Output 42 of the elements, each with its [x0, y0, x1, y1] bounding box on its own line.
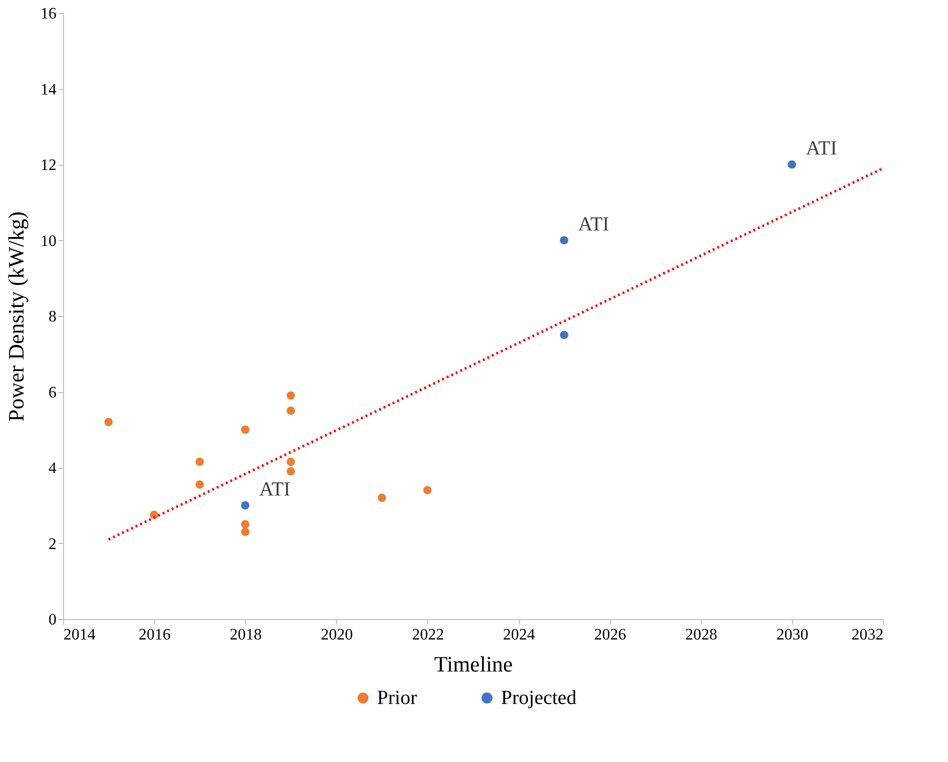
annotation: ATI — [578, 213, 610, 236]
annotation: ATI — [806, 138, 837, 160]
y-tick-label: 14 — [40, 81, 56, 98]
x-tick-label: 2014 — [64, 626, 96, 644]
point — [286, 458, 295, 466]
legend-label: Projected — [501, 687, 577, 709]
x-tick-label: 2030 — [776, 626, 808, 644]
point — [195, 458, 204, 466]
x-tick-label: 2018 — [230, 626, 262, 644]
y-tick-label: 0 — [48, 612, 56, 628]
point — [560, 236, 568, 244]
x-axis-title: Timeline — [434, 652, 513, 676]
x-tick-label: 2028 — [685, 626, 718, 644]
point — [241, 520, 250, 528]
legend-label: Prior — [377, 687, 418, 709]
y-axis-title: Power Density (kW/kg) — [4, 211, 28, 422]
point — [104, 418, 113, 426]
point — [241, 528, 250, 536]
point — [195, 480, 204, 489]
point — [378, 494, 386, 502]
x-tick-label: 2026 — [594, 626, 626, 644]
point — [286, 406, 295, 415]
y-tick-label: 2 — [48, 536, 56, 553]
x-tick-label: 2016 — [138, 626, 171, 644]
point — [286, 467, 295, 476]
point — [286, 391, 295, 400]
point — [788, 160, 796, 169]
x-tick-label: 2024 — [503, 626, 536, 644]
y-tick-label: 10 — [40, 232, 56, 250]
point — [241, 425, 250, 434]
point — [241, 501, 250, 510]
y-tick-label: 4 — [48, 460, 56, 477]
annotation: ATI — [259, 478, 290, 500]
x-tick-label: 2032 — [852, 626, 884, 644]
x-tick-label: 2022 — [412, 626, 444, 644]
y-tick-label: 8 — [48, 308, 56, 326]
point — [560, 330, 568, 340]
y-tick-label: 16 — [40, 6, 56, 22]
y-tick-label: 12 — [40, 157, 56, 174]
y-tick-label: 6 — [48, 384, 56, 402]
x-tick-label: 2020 — [320, 626, 353, 644]
point — [423, 486, 432, 494]
